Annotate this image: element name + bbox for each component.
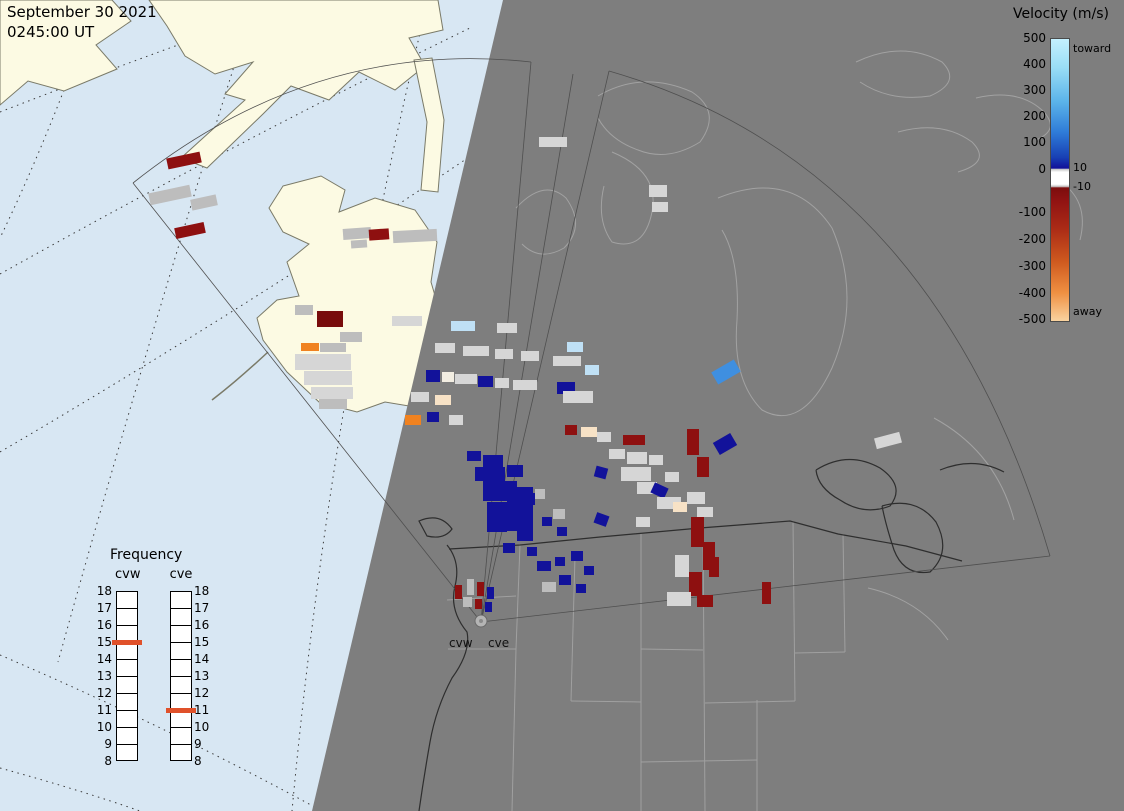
frequency-column-label-cvw: cvw xyxy=(115,567,141,582)
frequency-scale-value: 17 xyxy=(96,601,112,615)
frequency-ladder-rung xyxy=(117,744,137,745)
frequency-scale-value: 18 xyxy=(194,584,210,598)
velocity-tick-label: -200 xyxy=(1018,232,1046,246)
frequency-scale-value: 11 xyxy=(194,703,210,717)
frequency-ladder-rung xyxy=(117,608,137,609)
velocity-legend-title: Velocity (m/s) xyxy=(1013,6,1109,22)
frequency-scale-value: 14 xyxy=(194,652,210,666)
frequency-ladder-rung xyxy=(117,693,137,694)
frequency-scale-value: 12 xyxy=(96,686,112,700)
frequency-ladder-rung xyxy=(117,710,137,711)
velocity-tick-label: -500 xyxy=(1018,312,1046,326)
frequency-marker-cvw xyxy=(112,640,142,645)
frequency-scale-value: 13 xyxy=(96,669,112,683)
velocity-tick-label: 500 xyxy=(1023,31,1046,45)
away-label: away xyxy=(1073,305,1102,318)
frequency-ladder-rung xyxy=(171,625,191,626)
frequency-marker-cve xyxy=(166,708,196,713)
frequency-ladder-cve xyxy=(170,591,192,761)
timestamp: September 30 2021 0245:00 UT xyxy=(7,3,157,42)
frequency-ladder-rung xyxy=(117,625,137,626)
frequency-ladder-rung xyxy=(171,608,191,609)
night-coastlines xyxy=(515,50,1083,641)
frequency-ladder-rung xyxy=(171,744,191,745)
frequency-scale-value: 9 xyxy=(194,737,202,751)
site-label-cvw: cvw xyxy=(449,636,473,650)
frequency-ladder-rung xyxy=(171,659,191,660)
frequency-scale-value: 10 xyxy=(194,720,210,734)
velocity-tick-label: 200 xyxy=(1023,109,1046,123)
frequency-scale-value: 15 xyxy=(96,635,112,649)
frequency-scale-value: 18 xyxy=(96,584,112,598)
toward-label: toward xyxy=(1073,42,1112,55)
velocity-tick-label: 300 xyxy=(1023,83,1046,97)
frequency-scale-value: 16 xyxy=(194,618,210,632)
night-shading xyxy=(312,0,1124,811)
velocity-tick-label: 0 xyxy=(1038,162,1046,176)
velocity-tick-label: 400 xyxy=(1023,57,1046,71)
date-text: September 30 2021 xyxy=(7,3,157,21)
state-boundaries xyxy=(446,520,846,811)
lower-band-label: -10 xyxy=(1073,180,1091,193)
frequency-scale-value: 15 xyxy=(194,635,210,649)
frequency-ladder-rung xyxy=(171,727,191,728)
frequency-scale-value: 16 xyxy=(96,618,112,632)
frequency-ladder-rung xyxy=(117,659,137,660)
site-label-cve: cve xyxy=(488,636,510,650)
velocity-tick-label: -100 xyxy=(1018,205,1046,219)
radar-site-dot-center xyxy=(479,619,483,623)
velocity-tick-label: 100 xyxy=(1023,135,1046,149)
frequency-scale-value: 8 xyxy=(194,754,202,768)
alaska-peninsula-outline xyxy=(211,351,269,401)
frequency-scale-value: 14 xyxy=(96,652,112,666)
magnetic-grid-dotted xyxy=(0,0,501,811)
frequency-ladder-rung xyxy=(117,676,137,677)
national-borders xyxy=(418,458,1005,811)
frequency-scale-value: 8 xyxy=(104,754,112,768)
frequency-scale-value: 12 xyxy=(194,686,210,700)
frequency-scale-value: 17 xyxy=(194,601,210,615)
frequency-ladder-rung xyxy=(171,642,191,643)
frequency-ladder-cvw xyxy=(116,591,138,761)
velocity-tick-label: -400 xyxy=(1018,286,1046,300)
velocity-tick-label: -300 xyxy=(1018,259,1046,273)
time-text: 0245:00 UT xyxy=(7,22,95,41)
frequency-scale-value: 13 xyxy=(194,669,210,683)
frequency-ladder-rung xyxy=(171,693,191,694)
frequency-ladder-rung xyxy=(171,676,191,677)
frequency-ladder-rung xyxy=(117,727,137,728)
frequency-panel-title: Frequency xyxy=(110,547,183,563)
velocity-colorbar xyxy=(1050,38,1070,322)
frequency-scale-value: 9 xyxy=(104,737,112,751)
upper-band-label: 10 xyxy=(1073,161,1087,174)
frequency-column-label-cve: cve xyxy=(169,567,193,582)
frequency-scale-value: 10 xyxy=(96,720,112,734)
frequency-scale-value: 11 xyxy=(96,703,112,717)
